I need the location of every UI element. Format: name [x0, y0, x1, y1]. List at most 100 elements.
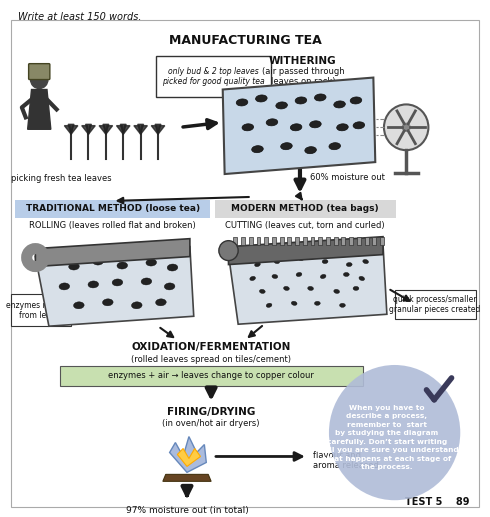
Circle shape — [402, 124, 410, 131]
Ellipse shape — [350, 97, 362, 104]
Polygon shape — [155, 124, 161, 134]
Ellipse shape — [363, 260, 368, 264]
FancyBboxPatch shape — [28, 64, 50, 80]
Text: TEST 5    89: TEST 5 89 — [405, 497, 470, 507]
Ellipse shape — [242, 124, 254, 131]
Ellipse shape — [334, 290, 340, 294]
Polygon shape — [163, 475, 211, 481]
Ellipse shape — [353, 286, 359, 291]
Ellipse shape — [308, 286, 314, 291]
Polygon shape — [272, 237, 276, 245]
Ellipse shape — [102, 299, 113, 306]
Ellipse shape — [315, 301, 320, 306]
Text: OXIDATION/FERMENTATION: OXIDATION/FERMENTATION — [131, 342, 291, 352]
Ellipse shape — [274, 260, 280, 264]
Polygon shape — [334, 237, 338, 245]
Ellipse shape — [250, 277, 255, 281]
Ellipse shape — [337, 124, 348, 131]
Text: (air passed through
leaves on rack): (air passed through leaves on rack) — [262, 67, 344, 86]
Ellipse shape — [156, 299, 166, 306]
Text: enzymes + air → leaves change to copper colour: enzymes + air → leaves change to copper … — [108, 371, 314, 381]
Ellipse shape — [292, 301, 297, 306]
Ellipse shape — [322, 260, 328, 264]
FancyBboxPatch shape — [394, 291, 476, 319]
Ellipse shape — [305, 147, 317, 154]
Ellipse shape — [276, 102, 288, 109]
Polygon shape — [71, 126, 78, 134]
Ellipse shape — [272, 275, 278, 279]
Ellipse shape — [343, 272, 349, 277]
Polygon shape — [365, 237, 368, 245]
Ellipse shape — [315, 94, 326, 101]
Text: flavour and
aroma released: flavour and aroma released — [313, 450, 378, 470]
Polygon shape — [103, 124, 109, 134]
Polygon shape — [357, 237, 361, 245]
Polygon shape — [35, 247, 194, 326]
Text: MANUFACTURING TEA: MANUFACTURING TEA — [169, 34, 321, 47]
Ellipse shape — [320, 275, 326, 279]
Polygon shape — [106, 126, 113, 134]
Ellipse shape — [252, 146, 263, 153]
Text: ROLLING (leaves rolled flat and broken): ROLLING (leaves rolled flat and broken) — [29, 221, 196, 230]
Ellipse shape — [310, 121, 321, 128]
Polygon shape — [326, 237, 330, 245]
Ellipse shape — [353, 122, 365, 129]
Polygon shape — [82, 126, 89, 134]
Text: 97% moisture out (in total): 97% moisture out (in total) — [125, 506, 248, 515]
Polygon shape — [256, 237, 260, 245]
Text: WITHERING: WITHERING — [269, 56, 337, 66]
Polygon shape — [228, 245, 387, 324]
Polygon shape — [280, 237, 284, 245]
Text: TRADITIONAL METHOD (loose tea): TRADITIONAL METHOD (loose tea) — [25, 204, 200, 214]
Text: quick process/smaller
granular pieces created: quick process/smaller granular pieces cr… — [390, 295, 481, 314]
Ellipse shape — [74, 302, 84, 309]
Ellipse shape — [88, 281, 98, 288]
Polygon shape — [117, 126, 123, 134]
FancyBboxPatch shape — [11, 294, 71, 326]
Polygon shape — [134, 126, 141, 134]
Ellipse shape — [59, 283, 70, 290]
Ellipse shape — [266, 119, 278, 126]
Polygon shape — [121, 124, 126, 134]
FancyBboxPatch shape — [11, 20, 479, 507]
Text: MODERN METHOD (tea bags): MODERN METHOD (tea bags) — [231, 204, 379, 214]
Ellipse shape — [236, 99, 248, 106]
Polygon shape — [223, 78, 375, 174]
Ellipse shape — [255, 263, 260, 267]
Polygon shape — [372, 237, 376, 245]
Polygon shape — [228, 237, 383, 265]
Ellipse shape — [359, 277, 365, 281]
Polygon shape — [303, 237, 307, 245]
Ellipse shape — [334, 101, 345, 108]
Text: FIRING/DRYING: FIRING/DRYING — [167, 407, 255, 417]
Polygon shape — [68, 124, 74, 134]
FancyBboxPatch shape — [59, 366, 363, 386]
Ellipse shape — [329, 143, 341, 150]
Polygon shape — [380, 237, 384, 245]
Polygon shape — [27, 89, 51, 129]
FancyBboxPatch shape — [15, 200, 210, 218]
Polygon shape — [99, 126, 106, 134]
Circle shape — [219, 241, 238, 261]
Ellipse shape — [69, 263, 79, 270]
Ellipse shape — [266, 303, 272, 308]
Ellipse shape — [259, 290, 265, 294]
Text: (rolled leaves spread on tiles/cement): (rolled leaves spread on tiles/cement) — [131, 355, 291, 364]
Text: When you have to
describe a process,
remember to  start
by studying the diagram
: When you have to describe a process, rem… — [315, 405, 459, 470]
Polygon shape — [170, 436, 206, 473]
Ellipse shape — [340, 303, 345, 307]
Circle shape — [384, 104, 428, 150]
Polygon shape — [264, 237, 268, 245]
Polygon shape — [141, 126, 147, 134]
Polygon shape — [138, 124, 144, 134]
Text: only bud & 2 top leaves
picked for good quality tea: only bud & 2 top leaves picked for good … — [162, 67, 265, 86]
Polygon shape — [349, 237, 353, 245]
Polygon shape — [342, 237, 345, 245]
Ellipse shape — [167, 264, 178, 271]
Polygon shape — [177, 449, 200, 466]
Ellipse shape — [281, 143, 292, 150]
Ellipse shape — [298, 256, 304, 261]
Polygon shape — [64, 126, 71, 134]
Text: Write at least 150 words.: Write at least 150 words. — [18, 12, 142, 22]
Ellipse shape — [112, 279, 123, 286]
